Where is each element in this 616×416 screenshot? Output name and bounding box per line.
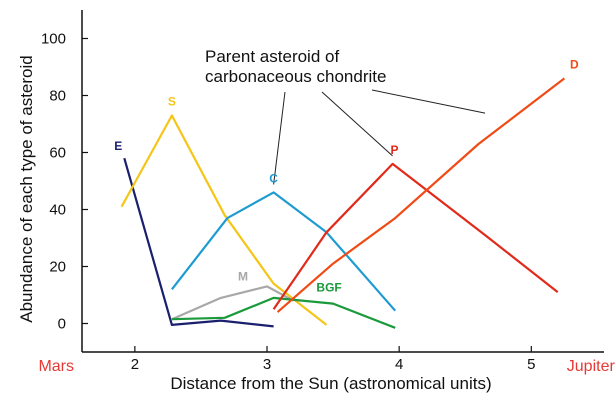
- series-lines: [120, 77, 566, 329]
- series-line-e: [123, 157, 274, 328]
- annotation-text: Parent asteroid of: [205, 47, 339, 66]
- series-label-c: C: [269, 171, 278, 185]
- annotation-pointer: [371, 89, 486, 114]
- x-tick-label: 3: [263, 356, 271, 373]
- x-end-label: Jupiter: [567, 358, 616, 375]
- series-line-c: [171, 191, 397, 312]
- y-tick-label: 100: [41, 31, 66, 48]
- annotation-text: carbonaceous chondrite: [205, 67, 386, 86]
- y-tick-label: 60: [49, 145, 66, 162]
- series-label-d: D: [570, 57, 579, 71]
- series-line-s: [120, 114, 328, 326]
- x-end-label: Mars: [38, 358, 74, 375]
- series-line-m: [171, 285, 294, 321]
- series-label-s: S: [168, 94, 176, 108]
- y-tick-label: 80: [49, 88, 66, 105]
- axes: [81, 10, 604, 353]
- annotation-pointer: [273, 91, 286, 185]
- ticks: 0 20 40 60 80 100 2 3 4 5 Mars Jupiter: [38, 31, 615, 376]
- series-label-e: E: [114, 139, 122, 153]
- x-tick-label: 5: [527, 356, 535, 373]
- x-tick-label: 2: [131, 356, 139, 373]
- y-tick-label: 0: [58, 316, 66, 333]
- series-line-p: [272, 162, 559, 310]
- series-labels: E S M C BGF P D: [114, 57, 579, 294]
- annotation-pointer: [321, 91, 393, 157]
- y-tick-label: 20: [49, 259, 66, 276]
- y-axis-title: Abundance of each type of asteroid: [17, 55, 36, 322]
- y-tick-label: 40: [49, 202, 66, 219]
- x-tick-label: 4: [395, 356, 403, 373]
- series-label-m: M: [238, 269, 248, 283]
- series-line-bgf: [171, 296, 396, 329]
- series-line-d: [276, 77, 566, 313]
- x-axis-title: Distance from the Sun (astronomical unit…: [170, 374, 491, 393]
- series-label-p: P: [391, 143, 399, 157]
- series-label-bgf: BGF: [316, 281, 341, 295]
